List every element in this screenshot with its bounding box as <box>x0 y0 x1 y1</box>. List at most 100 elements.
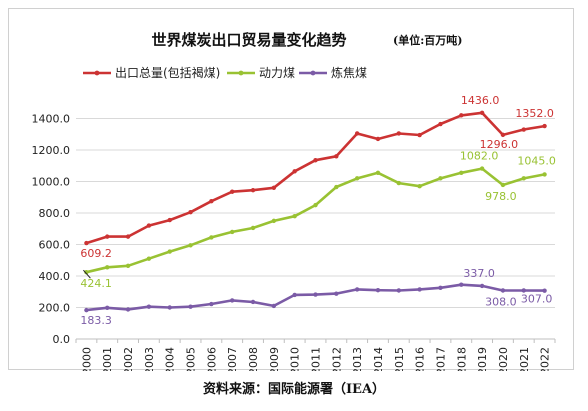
x-tick-label: 2022 <box>539 347 552 371</box>
data-label: 183.3 <box>80 314 112 327</box>
data-point <box>105 305 110 311</box>
legend-swatch-marker <box>238 70 244 76</box>
data-point <box>542 123 547 129</box>
data-point <box>521 127 526 132</box>
data-label: 308.0 <box>485 295 517 308</box>
data-point <box>334 291 339 296</box>
data-point <box>313 292 318 297</box>
x-tick-label: 2006 <box>205 347 218 371</box>
y-tick-label: 800.0 <box>39 207 71 220</box>
data-point <box>479 166 485 171</box>
data-point <box>209 198 214 204</box>
data-point <box>271 185 277 190</box>
data-point <box>438 121 443 127</box>
data-label: 1352.0 <box>515 107 554 120</box>
data-label: 424.1 <box>80 277 112 290</box>
source-note: 资料来源：国际能源署（IEA） <box>202 382 386 397</box>
data-point <box>459 170 464 176</box>
y-tick-label: 400.0 <box>39 270 71 283</box>
x-tick-label: 2003 <box>143 347 156 371</box>
data-point <box>125 263 131 268</box>
chart-frame: 0.0 200.0 400.0 600.0 800.0 1000.0 1200.0 1400.… <box>8 8 574 371</box>
chart-unit: (单位:百万吨) <box>393 33 462 47</box>
data-point <box>167 217 172 223</box>
data-point <box>125 307 131 312</box>
data-point <box>105 234 110 239</box>
data-point <box>417 184 422 189</box>
data-point <box>167 305 172 310</box>
x-tick-label: 2012 <box>330 347 343 371</box>
y-tick-label: 600.0 <box>39 239 71 252</box>
data-label: 307.0 <box>521 293 553 306</box>
y-tick-label: 1200.0 <box>32 144 71 157</box>
x-tick-label: 2010 <box>289 347 302 371</box>
y-tick-label: 1000.0 <box>32 176 71 189</box>
data-point <box>209 235 214 240</box>
data-label: 1082.0 <box>460 150 499 163</box>
legend-swatch-marker <box>310 70 316 76</box>
data-label: 1436.0 <box>461 94 500 107</box>
data-point <box>396 131 402 136</box>
data-point <box>459 282 464 287</box>
data-point <box>250 299 256 305</box>
data-point <box>417 287 422 292</box>
data-point <box>188 243 193 248</box>
data-label: 609.2 <box>80 247 112 260</box>
data-point <box>84 307 89 313</box>
y-tick-label: 1400.0 <box>32 113 71 126</box>
x-tick-label: 2014 <box>372 347 385 371</box>
legend-label: 动力煤 <box>259 66 295 80</box>
data-point <box>84 240 89 246</box>
label-leader-line <box>83 269 91 279</box>
grid-layer <box>76 118 555 308</box>
series-line-1 <box>86 167 545 274</box>
legend-label: 出口总量(包括褐煤) <box>115 65 220 80</box>
x-tick-label: 2000 <box>80 347 93 371</box>
data-point <box>188 304 193 309</box>
line-chart: 0.0 200.0 400.0 600.0 800.0 1000.0 1200.0 1400.… <box>32 31 556 371</box>
series-line-0 <box>86 111 545 245</box>
data-point <box>146 256 152 261</box>
y-tick-label: 200.0 <box>39 302 71 315</box>
data-point <box>271 218 277 224</box>
chart-title: 世界煤炭出口贸易量变化趋势 <box>151 31 346 49</box>
data-point <box>542 172 547 177</box>
data-point <box>125 234 131 239</box>
data-label: 1045.0 <box>517 154 556 167</box>
data-point <box>209 301 214 307</box>
data-point <box>438 285 443 291</box>
data-point <box>375 170 381 176</box>
x-tick-label: 2009 <box>268 347 281 371</box>
data-point <box>105 265 110 270</box>
data-point <box>146 223 152 228</box>
x-tick-label: 2005 <box>185 347 198 371</box>
data-point <box>229 229 235 235</box>
x-tick-label: 2019 <box>476 347 489 371</box>
x-tick-label: 2020 <box>497 347 510 371</box>
data-point <box>167 249 172 254</box>
x-tick-label: 2021 <box>518 347 531 371</box>
data-point <box>396 288 402 293</box>
data-label: 337.0 <box>463 267 495 280</box>
data-point <box>271 303 277 309</box>
legend: 出口总量(包括褐煤) 动力煤 炼焦煤 <box>83 65 367 80</box>
data-point <box>292 292 297 298</box>
data-point <box>500 288 506 293</box>
x-tick-label: 2013 <box>351 347 364 371</box>
data-point <box>479 283 485 289</box>
x-tick-label: 2004 <box>164 347 177 371</box>
data-point <box>292 213 297 219</box>
data-point <box>542 288 547 293</box>
data-point <box>146 304 152 309</box>
label-layer: 609.2 1436.0 1296.0 1352.0 424.1 1082.0 978.0 1… <box>80 94 555 327</box>
data-point <box>500 182 506 188</box>
series-layer <box>84 110 547 313</box>
x-tick-label: 2011 <box>310 347 323 371</box>
x-tick-label: 2018 <box>455 347 468 371</box>
data-point <box>313 158 318 163</box>
data-point <box>417 132 422 138</box>
data-point <box>229 189 235 194</box>
data-point <box>375 287 381 293</box>
data-point <box>354 131 360 136</box>
